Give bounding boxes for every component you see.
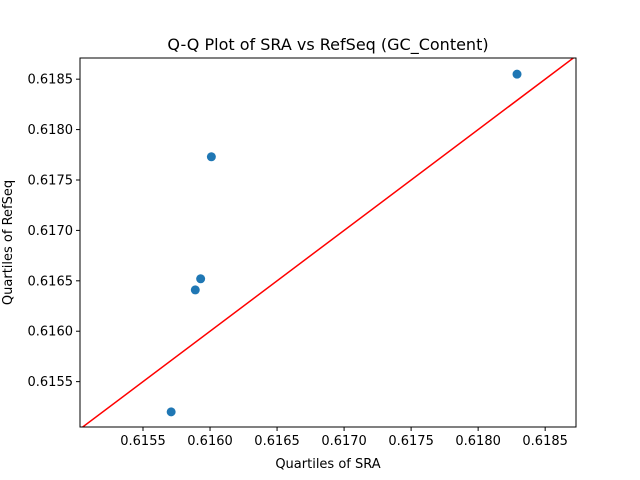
data-point: [190, 285, 200, 295]
data-point: [196, 274, 206, 284]
y-tick-label: 0.6180: [28, 123, 74, 138]
data-point: [166, 407, 176, 417]
x-tick-label: 0.6160: [187, 434, 233, 449]
x-tick-label: 0.6185: [522, 434, 568, 449]
x-tick-label: 0.6175: [388, 434, 434, 449]
x-tick-label: 0.6180: [455, 434, 501, 449]
y-tick-label: 0.6160: [28, 325, 74, 340]
y-axis-label: Quartiles of RefSeq: [1, 180, 16, 305]
x-axis-label: Quartiles of SRA: [275, 457, 380, 472]
y-tick-label: 0.6155: [28, 375, 74, 390]
y-tick-label: 0.6175: [28, 173, 74, 188]
y-tick-label: 0.6165: [28, 274, 74, 289]
x-tick-label: 0.6155: [120, 434, 166, 449]
data-point: [512, 69, 522, 79]
chart-title: Q-Q Plot of SRA vs RefSeq (GC_Content): [167, 35, 488, 55]
y-tick-label: 0.6185: [28, 73, 74, 88]
y-tick-label: 0.6170: [28, 224, 74, 239]
axis-ticks: 0.6155 0.6160 0.6165 0.6170 0.6175 0.6180 0.61…: [28, 73, 568, 449]
x-tick-label: 0.6165: [254, 434, 300, 449]
x-tick-label: 0.6170: [321, 434, 367, 449]
plot-frame: [79, 57, 577, 428]
reference-line: [81, 58, 575, 427]
plot-area: [81, 58, 575, 427]
data-point: [206, 152, 216, 162]
